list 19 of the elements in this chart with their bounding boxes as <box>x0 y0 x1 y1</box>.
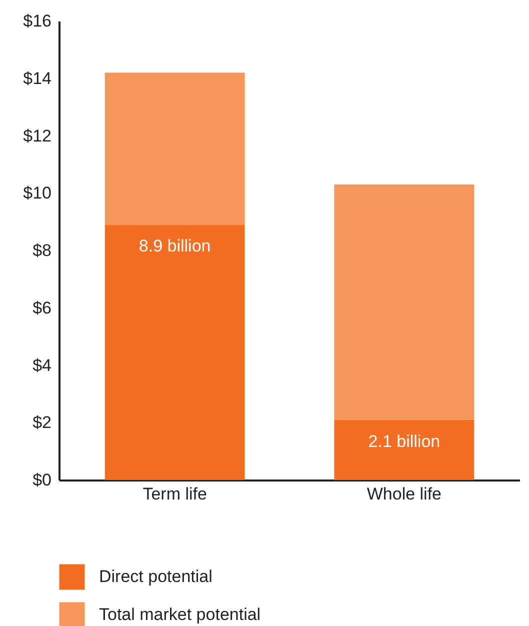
legend-label: Direct potential <box>99 567 212 586</box>
y-tick-label: $2 <box>32 413 52 432</box>
x-tick-label: Term life <box>142 484 207 504</box>
bar <box>334 184 474 420</box>
bar <box>104 72 245 225</box>
y-tick-label: $6 <box>32 298 52 318</box>
y-tick-label: $4 <box>32 356 52 375</box>
data-label: 8.9 billion <box>138 236 211 256</box>
y-tick-label: $10 <box>23 184 52 203</box>
y-tick-label: $8 <box>32 241 52 260</box>
y-tick-label: $16 <box>23 12 52 30</box>
data-label: 2.1 billion <box>368 432 440 451</box>
legend-label: Total market potential <box>99 605 261 624</box>
bar <box>334 420 474 480</box>
y-tick-label: $0 <box>32 470 52 490</box>
x-tick-label: Whole life <box>366 484 442 504</box>
y-tick-label: $12 <box>23 126 52 146</box>
y-tick-label: $14 <box>23 68 52 88</box>
bar <box>104 224 245 480</box>
